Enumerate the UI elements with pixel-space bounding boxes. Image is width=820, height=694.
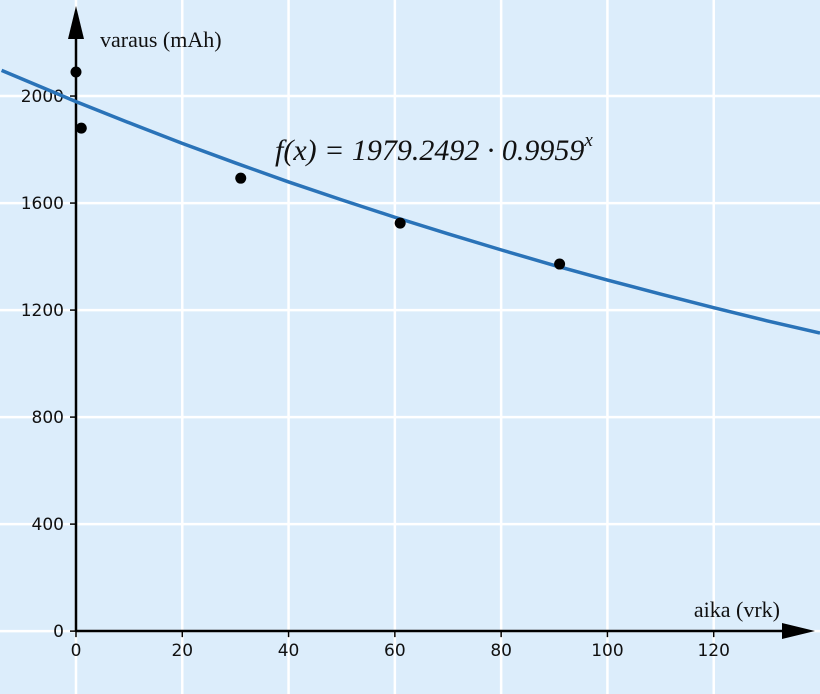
data-point [394, 217, 406, 229]
data-point [70, 66, 82, 78]
y-arrow [68, 6, 84, 39]
y-tick-label: 1600 [21, 194, 64, 214]
x-tick-label: 80 [490, 641, 512, 661]
y-tick-label: 800 [32, 408, 64, 428]
x-axis-label: aika (vrk) [694, 597, 780, 622]
equation: f(x) = 1979.2492 · 0.9959x [275, 130, 593, 167]
y-tick-label: 400 [32, 515, 64, 535]
x-tick-label: 100 [591, 641, 623, 661]
x-tick-label: 20 [171, 641, 193, 661]
data-point [235, 172, 247, 184]
y-tick-label: 0 [53, 622, 64, 642]
y-tick-label: 2000 [21, 87, 64, 107]
axes [68, 6, 815, 639]
x-tick-label: 60 [384, 641, 406, 661]
data-point [554, 258, 566, 270]
equation-exponent: x [583, 130, 593, 151]
x-arrow [782, 623, 815, 639]
equation-base: f(x) = 1979.2492 · 0.9959 [275, 134, 584, 167]
x-tick-label: 40 [278, 641, 300, 661]
x-tick-label: 120 [697, 641, 729, 661]
data-point [75, 122, 87, 134]
fit-curve [0, 68, 820, 335]
y-tick-label: 1200 [21, 301, 64, 321]
y-axis-label: varaus (mAh) [100, 27, 222, 52]
x-tick-label: 0 [71, 641, 82, 661]
